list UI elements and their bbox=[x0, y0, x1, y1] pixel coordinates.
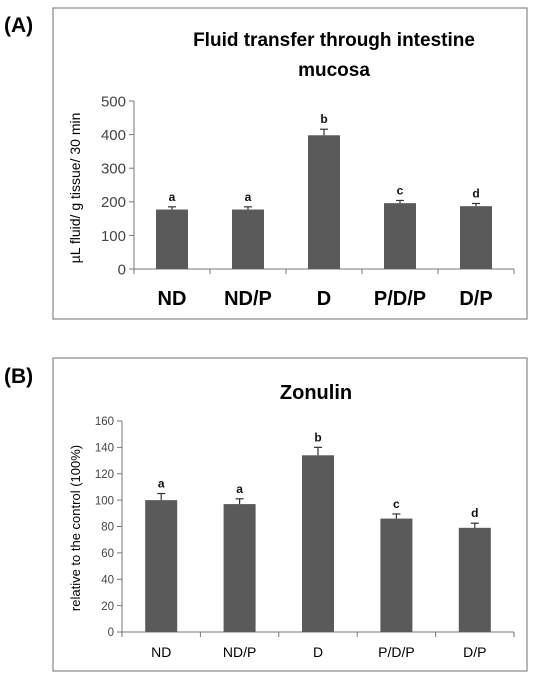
panel-a-title-line2: mucosa bbox=[298, 60, 370, 81]
panel-a-category-label: D/P bbox=[459, 288, 492, 310]
panel-b-y-tick-label: 40 bbox=[101, 574, 114, 586]
panel-b-y-tick-label: 100 bbox=[95, 495, 114, 507]
panel-b-bar-d bbox=[302, 455, 334, 632]
panel-b-category-label: ND bbox=[151, 644, 171, 660]
panel-a-bar-nd bbox=[156, 209, 188, 269]
panel-b-bar-p-d-p bbox=[380, 518, 413, 632]
panel-a-significance-label: c bbox=[397, 183, 404, 197]
panel-a-y-tick-label: 500 bbox=[101, 93, 126, 110]
panel-b-y-tick-label: 20 bbox=[101, 601, 114, 613]
panel-a-bar-d bbox=[308, 135, 340, 269]
panel-b-category-label: D bbox=[313, 644, 323, 660]
panel-b-y-tick-label: 120 bbox=[95, 469, 114, 481]
panel-b-frame bbox=[52, 357, 528, 672]
panel-a-category-label: ND bbox=[158, 288, 187, 310]
panel-b-category-label: P/D/P bbox=[378, 644, 415, 660]
panel-a-y-tick-label: 200 bbox=[101, 194, 126, 211]
panel-b-y-tick-label: 80 bbox=[101, 522, 114, 534]
panel-a-bar-d-p bbox=[460, 206, 492, 269]
panel-b-significance-label: d bbox=[471, 506, 478, 520]
panel-a: (A) Fluid transfer through intestine muc… bbox=[4, 7, 528, 320]
panel-a-title-line1: Fluid transfer through intestine bbox=[193, 30, 475, 51]
panel-a-category-label: D bbox=[317, 288, 331, 310]
panel-b-y-tick-label: 160 bbox=[95, 416, 114, 428]
panel-a-category-label: P/D/P bbox=[374, 288, 426, 310]
panel-b-bar-nd bbox=[145, 500, 178, 632]
panel-a-significance-label: b bbox=[320, 112, 327, 126]
panel-a-y-tick-label: 300 bbox=[101, 161, 126, 178]
panel-b-significance-label: a bbox=[236, 482, 243, 496]
panel-a-y-tick-label: 0 bbox=[118, 261, 126, 278]
panel-b-title: Zonulin bbox=[280, 382, 352, 404]
panel-a-y-tick-label: 400 bbox=[101, 127, 126, 144]
panel-a-bar-p-d-p bbox=[384, 203, 416, 269]
panel-a-significance-label: a bbox=[245, 190, 252, 204]
panel-b-y-tick-label: 60 bbox=[101, 548, 114, 560]
panel-b-letter: (B) bbox=[4, 365, 33, 388]
panel-a-y-tick-label: 100 bbox=[101, 228, 126, 245]
panel-b-y-axis-label: relative to the control (100%) bbox=[68, 445, 83, 611]
panel-a-plot: 0 100 200 300 400 500 a ND a ND/P b Dc P/D/P d D/P bbox=[101, 93, 515, 310]
panel-a-category-label: ND/P bbox=[224, 288, 272, 310]
panel-b-significance-label: a bbox=[158, 477, 165, 491]
panel-b-category-label: D/P bbox=[463, 644, 486, 660]
panel-b-category-label: ND/P bbox=[223, 644, 256, 660]
panel-b-significance-label: c bbox=[393, 497, 400, 511]
panel-a-frame bbox=[52, 7, 528, 320]
panel-a-significance-label: d bbox=[472, 186, 479, 200]
panel-a-bar-nd-p bbox=[232, 209, 264, 269]
panel-b: (B) Zonulin relative to the control (100… bbox=[4, 357, 528, 672]
panel-b-bar-nd-p bbox=[223, 504, 256, 632]
panel-b-plot: 0 20 40 60 80 100 120 140 160 a ND a ND/P b Dc P/D/P d D/… bbox=[95, 416, 515, 660]
panel-b-significance-label: b bbox=[314, 430, 321, 444]
panel-b-y-tick-label: 140 bbox=[95, 443, 114, 455]
panel-a-y-axis-label: µL fluid/ g tissue/ 30 min bbox=[67, 113, 83, 264]
panel-b-bar-d-p bbox=[458, 527, 491, 632]
panel-a-letter: (A) bbox=[4, 14, 33, 37]
panel-b-y-tick-label: 0 bbox=[108, 627, 114, 639]
panel-a-significance-label: a bbox=[169, 190, 176, 204]
